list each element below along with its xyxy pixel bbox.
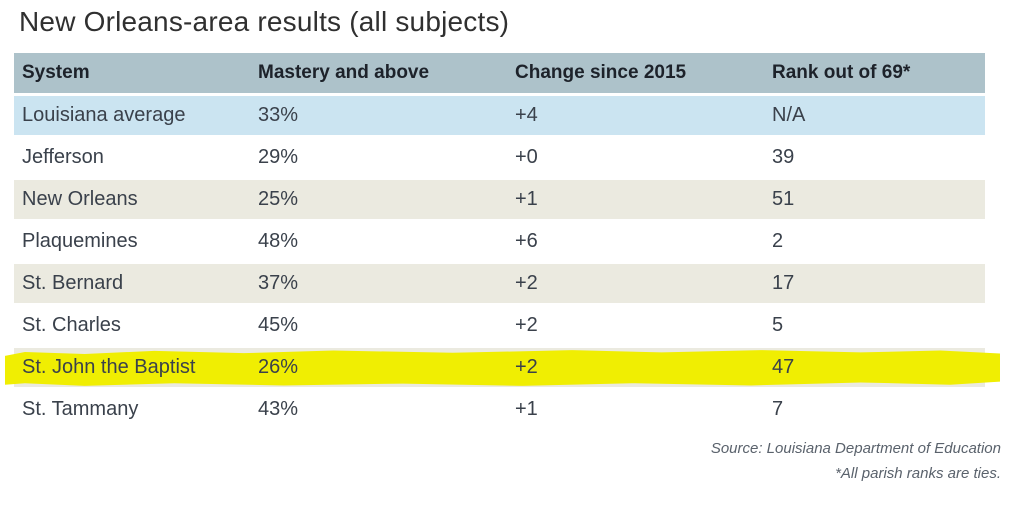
cell-rank: 51	[772, 188, 795, 210]
cell-rank: 7	[772, 398, 784, 420]
cell-rank: 17	[772, 272, 795, 294]
column-header-system: System	[22, 62, 90, 83]
table-row-plaquemines: Plaquemines 48% +6 2	[14, 219, 985, 261]
column-header-rank: Rank out of 69*	[772, 62, 911, 83]
table-row-st-charles: St. Charles 45% +2 5	[14, 303, 985, 345]
column-header-change: Change since 2015	[515, 62, 687, 83]
cell-rank: 39	[772, 146, 795, 168]
cell-mastery: 25%	[258, 188, 299, 210]
table-row-louisiana-average: Louisiana average 33% +4 N/A	[14, 93, 985, 135]
footnote-line: *All parish ranks are ties.	[835, 465, 1001, 482]
cell-system: St. Tammany	[22, 398, 139, 420]
cell-system: Louisiana average	[22, 104, 186, 126]
cell-mastery: 29%	[258, 146, 299, 168]
cell-mastery: 43%	[258, 398, 299, 420]
cell-change: +0	[515, 146, 538, 168]
cell-change: +2	[515, 272, 538, 294]
cell-system: St. Bernard	[22, 272, 124, 294]
source-line: Source: Louisiana Department of Educatio…	[710, 440, 1001, 457]
cell-rank: 2	[772, 230, 784, 252]
table-row-jefferson: Jefferson 29% +0 39	[14, 135, 985, 177]
cell-change: +4	[515, 104, 538, 126]
cell-rank: N/A	[772, 104, 806, 126]
cell-system: Jefferson	[22, 146, 104, 168]
cell-system: New Orleans	[22, 188, 138, 210]
cell-system: St. Charles	[22, 314, 121, 336]
cell-rank: 5	[772, 314, 784, 336]
cell-change: +1	[515, 188, 538, 210]
yellow-highlighter-stroke	[5, 350, 1000, 386]
cell-change: +2	[515, 356, 538, 378]
source-note: Source: Louisiana Department of Educatio…	[711, 436, 1001, 486]
cell-rank: 47	[772, 356, 795, 378]
table-header-row: System Mastery and above Change since 20…	[14, 53, 985, 93]
table-row-st-bernard: St. Bernard 37% +2 17	[14, 261, 985, 303]
cell-mastery: 48%	[258, 230, 299, 252]
cell-mastery: 45%	[258, 314, 299, 336]
cell-change: +6	[515, 230, 538, 252]
cell-change: +1	[515, 398, 538, 420]
page-title: New Orleans-area results (all subjects)	[19, 6, 510, 37]
cell-system: St. John the Baptist	[22, 356, 196, 378]
cell-mastery: 26%	[258, 356, 299, 378]
cell-change: +2	[515, 314, 538, 336]
cell-mastery: 33%	[258, 104, 299, 126]
cell-system: Plaquemines	[22, 230, 138, 252]
table-row-new-orleans: New Orleans 25% +1 51	[14, 177, 985, 219]
cell-mastery: 37%	[258, 272, 299, 294]
table-row-st-tammany: St. Tammany 43% +1 7	[14, 387, 985, 429]
column-header-mastery: Mastery and above	[258, 62, 430, 83]
table-row-st-john-the-baptist-highlighted: St. John the Baptist 26% +2 47	[5, 345, 1000, 387]
results-table: System Mastery and above Change since 20…	[5, 53, 1000, 429]
